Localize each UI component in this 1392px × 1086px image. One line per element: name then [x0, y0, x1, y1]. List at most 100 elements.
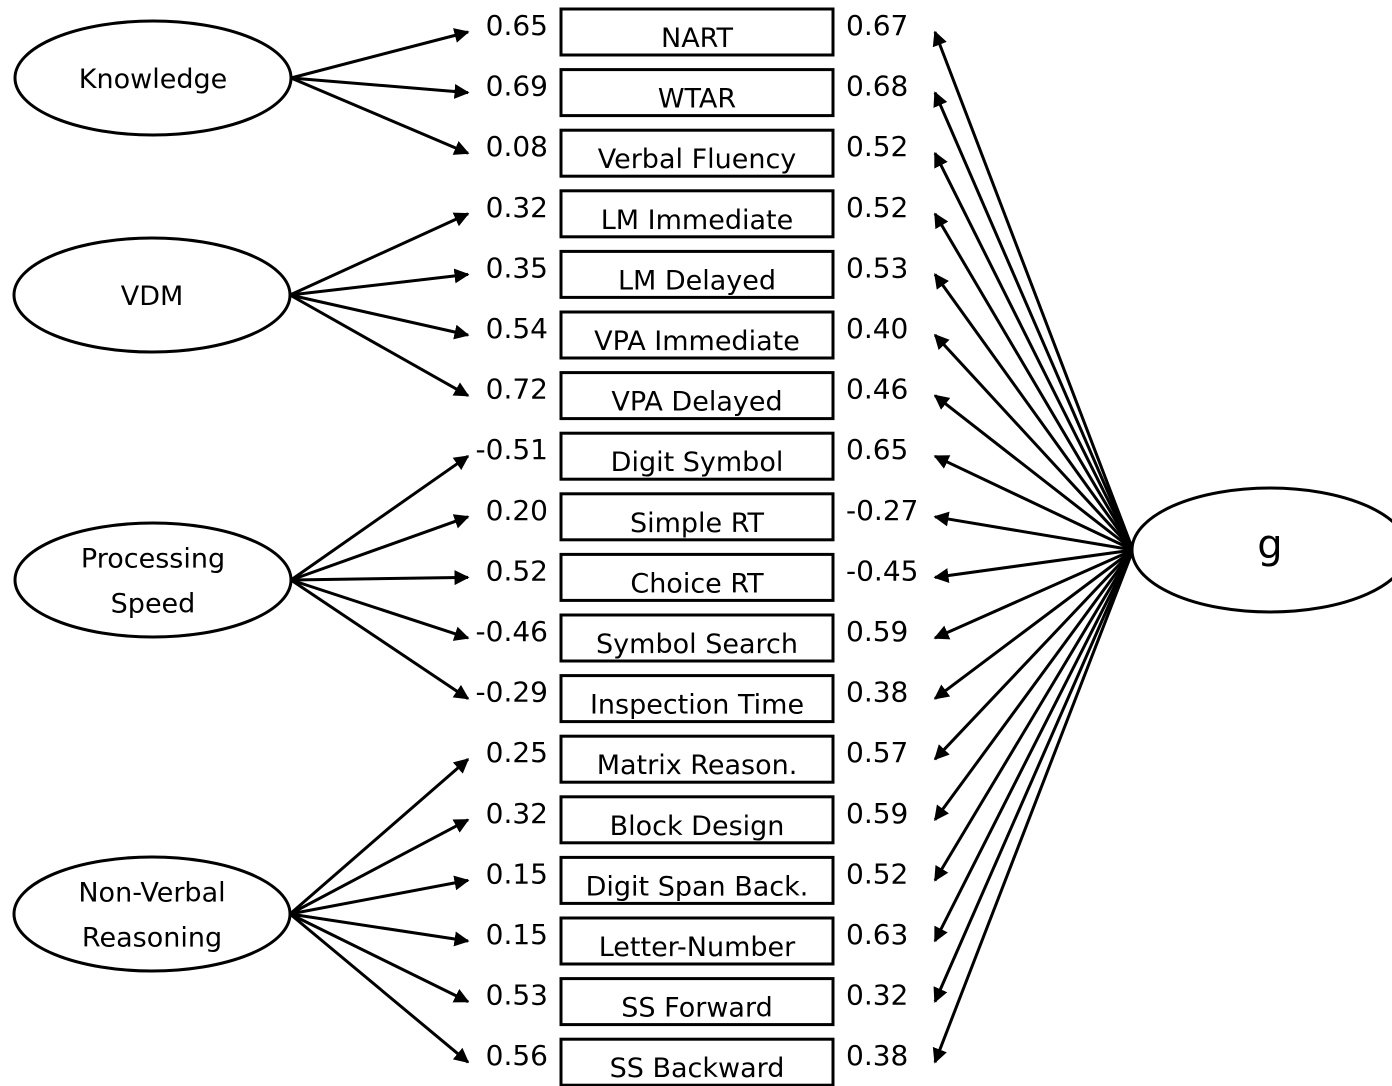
arrow-g-to-wtar: [933, 91, 1135, 551]
g-loading-digit-span-back: 0.52: [846, 857, 908, 890]
indicator-label-block-design: Block Design: [610, 811, 785, 842]
indicator-label-choice-rt: Choice RT: [630, 568, 764, 599]
general-factor-ellipse: [1130, 486, 1392, 614]
indicator-box-simple-rt: [559, 492, 835, 542]
indicator-box-digit-span-back: [559, 855, 835, 905]
arrow-g-to-digit-span-back: [933, 549, 1135, 882]
arrow-vdm-to-vpa-delayed: [289, 293, 470, 397]
g-loading-symbol-search: 0.59: [846, 615, 908, 648]
factor-processing-speed-ellipse: [13, 521, 293, 639]
labels-layer: Knowledge VDM Processing Speed Non-Verbal Rea…: [78, 9, 1282, 1084]
indicator-box-nart: [559, 7, 835, 57]
factor-vdm-label-line-1: VDM: [121, 281, 184, 312]
arrow-vdm-to-lm-delayed: [289, 268, 470, 297]
g-loading-verbal-fluency: 0.52: [846, 130, 908, 163]
indicator-box-vpa-immediate: [559, 310, 835, 360]
specific-loading-symbol-search: -0.46: [476, 615, 548, 648]
arrow-processing-speed-to-symbol-search: [290, 578, 470, 641]
indicator-box-symbol-search: [559, 613, 835, 663]
indicator-label-lm-delayed: LM Delayed: [618, 265, 776, 296]
indicator-label-digit-symbol: Digit Symbol: [611, 447, 784, 478]
arrow-processing-speed-to-digit-symbol: [290, 454, 470, 582]
indicator-label-letter-number: Letter-Number: [599, 932, 796, 963]
indicator-label-simple-rt: Simple RT: [630, 508, 765, 539]
factor-non-verbal-reasoning-ellipse: [12, 855, 292, 973]
specific-loading-matrix-reason: 0.25: [486, 736, 548, 769]
indicator-label-ss-forward: SS Forward: [621, 993, 772, 1024]
indicator-box-vpa-delayed: [559, 371, 835, 421]
arrow-g-to-lm-delayed: [933, 273, 1135, 551]
g-loading-ss-forward: 0.32: [846, 979, 908, 1012]
g-loading-nart: 0.67: [846, 9, 908, 42]
arrow-g-to-vpa-delayed: [933, 394, 1134, 552]
arrow-g-to-nart: [932, 30, 1135, 551]
arrow-g-to-verbal-fluency: [933, 151, 1135, 551]
specific-loading-block-design: 0.32: [486, 797, 548, 830]
g-loading-wtar: 0.68: [846, 70, 908, 103]
factor-vdm-ellipse: [12, 236, 292, 354]
indicator-label-vpa-immediate: VPA Immediate: [594, 326, 800, 357]
arrow-vdm-to-vpa-immediate: [289, 293, 470, 340]
g-loading-inspection-time: 0.38: [846, 676, 908, 709]
specific-loading-verbal-fluency: 0.08: [486, 130, 548, 163]
specific-loading-ss-backward: 0.56: [486, 1039, 548, 1072]
indicator-box-lm-immediate: [559, 189, 835, 239]
arrow-knowledge-to-wtar: [290, 76, 470, 99]
indicator-label-nart: NART: [661, 23, 733, 54]
arrows-layer: [289, 28, 1135, 1064]
arrow-knowledge-to-verbal-fluency: [290, 76, 470, 155]
indicator-label-symbol-search: Symbol Search: [596, 629, 798, 660]
g-loading-simple-rt: -0.27: [846, 494, 918, 527]
g-loading-matrix-reason: 0.57: [846, 736, 908, 769]
factor-non-verbal-reasoning-label-line-2: Reasoning: [82, 923, 222, 954]
factor-knowledge-label-line-1: Knowledge: [79, 64, 227, 95]
indicator-label-verbal-fluency: Verbal Fluency: [598, 144, 797, 175]
arrow-g-to-ss-forward: [933, 549, 1135, 1003]
indicator-box-digit-symbol: [559, 431, 835, 481]
specific-loading-letter-number: 0.15: [486, 918, 548, 951]
indicator-box-ss-backward: [559, 1037, 835, 1086]
arrow-processing-speed-to-choice-rt: [290, 570, 470, 586]
arrow-g-to-symbol-search: [933, 548, 1134, 640]
arrow-g-to-inspection-time: [933, 548, 1134, 700]
specific-loading-inspection-time: -0.29: [476, 676, 548, 709]
g-loading-lm-delayed: 0.53: [846, 251, 908, 284]
factor-non-verbal-reasoning-label-line-1: Non-Verbal: [78, 878, 225, 909]
arrow-processing-speed-to-inspection-time: [290, 578, 470, 700]
indicator-label-inspection-time: Inspection Time: [590, 690, 804, 721]
arrow-non-verbal-reasoning-to-matrix-reason: [289, 758, 470, 916]
arrow-processing-speed-to-simple-rt: [290, 514, 470, 582]
indicator-label-matrix-reason: Matrix Reason.: [597, 750, 798, 781]
arrow-non-verbal-reasoning-to-ss-forward: [289, 912, 470, 1003]
indicator-label-digit-span-back: Digit Span Back.: [586, 871, 809, 902]
factor-knowledge-ellipse: [13, 19, 293, 137]
indicator-label-wtar: WTAR: [658, 84, 736, 115]
indicator-box-verbal-fluency: [559, 128, 835, 178]
specific-loading-lm-immediate: 0.32: [486, 191, 548, 224]
g-loading-choice-rt: -0.45: [846, 554, 918, 587]
arrow-g-to-block-design: [933, 549, 1135, 822]
indicator-box-lm-delayed: [559, 249, 835, 299]
g-loading-digit-symbol: 0.65: [846, 433, 908, 466]
g-loading-vpa-immediate: 0.40: [846, 312, 908, 345]
indicator-label-lm-immediate: LM Immediate: [601, 205, 793, 236]
indicator-box-matrix-reason: [559, 734, 835, 784]
specific-loading-simple-rt: 0.20: [486, 494, 548, 527]
specific-loading-choice-rt: 0.52: [486, 554, 548, 587]
factor-processing-speed-label-line-1: Processing: [81, 544, 225, 575]
indicator-box-wtar: [559, 68, 835, 118]
arrow-g-to-letter-number: [933, 549, 1135, 943]
g-loading-letter-number: 0.63: [846, 918, 908, 951]
factor-processing-speed-label-line-2: Speed: [111, 589, 196, 620]
arrow-g-to-vpa-immediate: [933, 333, 1135, 552]
g-loading-block-design: 0.59: [846, 797, 908, 830]
specific-loading-digit-span-back: 0.15: [486, 857, 548, 890]
arrow-g-to-ss-backward: [932, 549, 1135, 1064]
indicator-box-inspection-time: [559, 674, 835, 724]
indicator-box-letter-number: [559, 916, 835, 966]
indicator-box-choice-rt: [559, 552, 835, 602]
arrow-non-verbal-reasoning-to-block-design: [289, 818, 470, 916]
arrow-non-verbal-reasoning-to-letter-number: [289, 912, 470, 947]
indicator-label-ss-backward: SS Backward: [610, 1053, 785, 1084]
